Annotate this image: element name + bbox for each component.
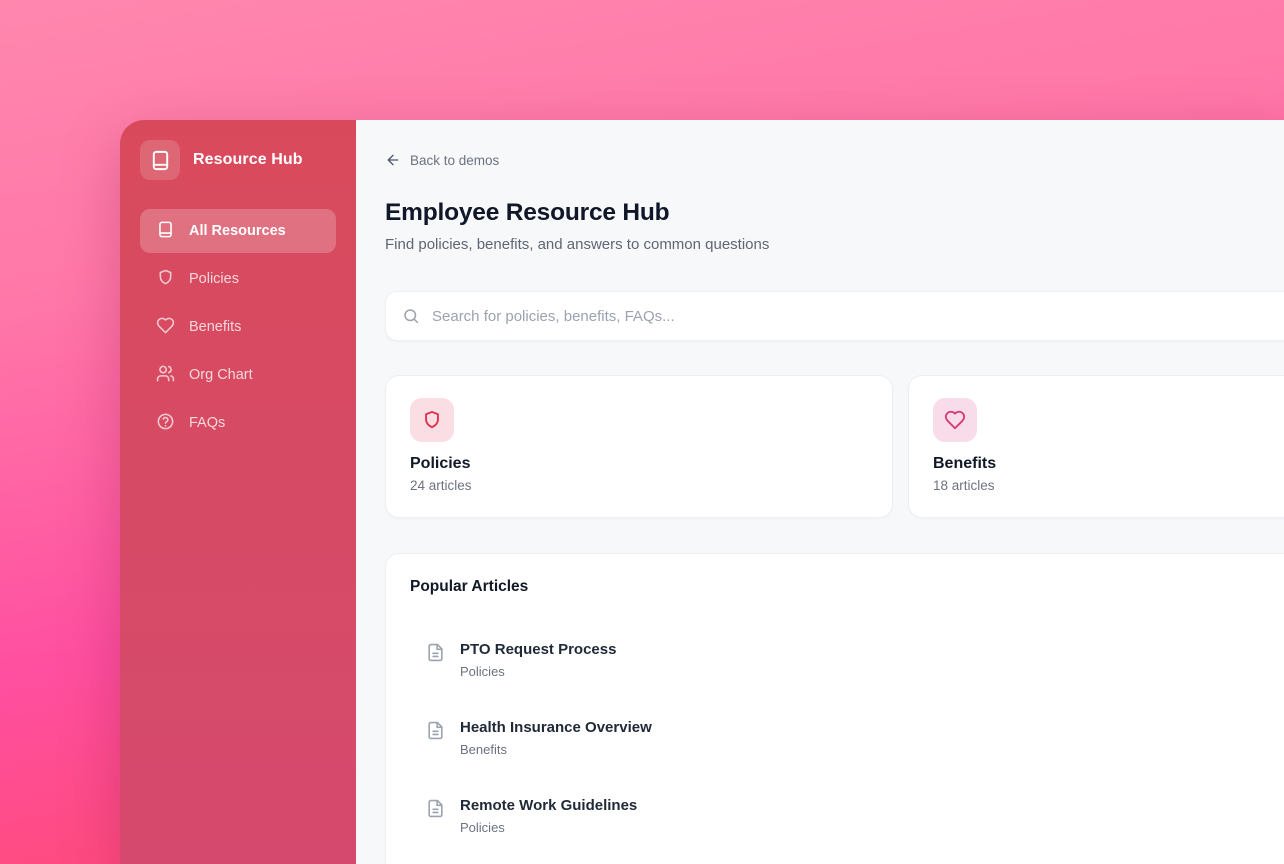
heart-icon: [156, 316, 175, 339]
page-subtitle: Find policies, benefits, and answers to …: [385, 236, 770, 253]
article-row[interactable]: PTO Request Process Policies: [410, 626, 1284, 695]
article-row[interactable]: Remote Work Guidelines Policies: [410, 782, 1284, 851]
help-icon: [156, 412, 175, 435]
article-title: PTO Request Process: [460, 641, 617, 658]
sidebar-item-policies[interactable]: Policies: [140, 257, 336, 301]
shield-icon: [156, 268, 175, 291]
popular-articles-card: Popular Articles PTO Request Process Pol…: [385, 553, 1284, 864]
article-category: Benefits: [460, 742, 507, 757]
sidebar-item-faqs[interactable]: FAQs: [140, 401, 336, 445]
search-icon: [402, 307, 420, 325]
article-title: Health Insurance Overview: [460, 719, 652, 736]
app-logo: Resource Hub: [140, 140, 336, 180]
sidebar: Resource Hub All Resources Policies Bene…: [120, 120, 356, 864]
category-card-title: Policies: [410, 455, 471, 472]
category-card[interactable]: Benefits 18 articles: [908, 375, 1284, 518]
category-card-count: 24 articles: [410, 478, 472, 493]
book-icon: [156, 220, 175, 243]
file-text-icon: [426, 796, 445, 823]
category-card[interactable]: Policies 24 articles: [385, 375, 893, 518]
app-title: Resource Hub: [193, 151, 303, 168]
search-input[interactable]: [432, 307, 1284, 325]
article-row[interactable]: 401k Enrollment Guide: [410, 860, 1284, 864]
app-window: Resource Hub All Resources Policies Bene…: [120, 120, 1284, 864]
category-card-title: Benefits: [933, 455, 997, 472]
article-row[interactable]: Health Insurance Overview Benefits: [410, 704, 1284, 773]
article-category: Policies: [460, 820, 505, 835]
arrow-left-icon: [385, 152, 401, 168]
book-icon: [140, 140, 180, 180]
article-title: Remote Work Guidelines: [460, 797, 638, 814]
search-bar[interactable]: [385, 291, 1284, 341]
main-content: Back to demos Employee Resource Hub Find…: [356, 120, 1284, 864]
file-text-icon: [426, 718, 445, 745]
article-category: Policies: [460, 664, 505, 679]
shield-icon: [410, 398, 454, 442]
popular-articles-heading: Popular Articles: [410, 578, 529, 595]
file-text-icon: [426, 640, 445, 667]
back-link-label: Back to demos: [410, 152, 500, 168]
sidebar-nav: All Resources Policies Benefits Org Char…: [140, 209, 336, 445]
sidebar-item-org-chart[interactable]: Org Chart: [140, 353, 336, 397]
page-title: Employee Resource Hub: [385, 199, 670, 226]
sidebar-item-all-resources[interactable]: All Resources: [140, 209, 336, 253]
heart-icon: [933, 398, 977, 442]
category-card-count: 18 articles: [933, 478, 995, 493]
article-list: PTO Request Process Policies Health Insu…: [410, 626, 1284, 864]
category-cards: Policies 24 articles Benefits 18 article…: [385, 375, 1284, 518]
sidebar-item-benefits[interactable]: Benefits: [140, 305, 336, 349]
users-icon: [156, 364, 175, 387]
back-link[interactable]: Back to demos: [385, 152, 499, 168]
